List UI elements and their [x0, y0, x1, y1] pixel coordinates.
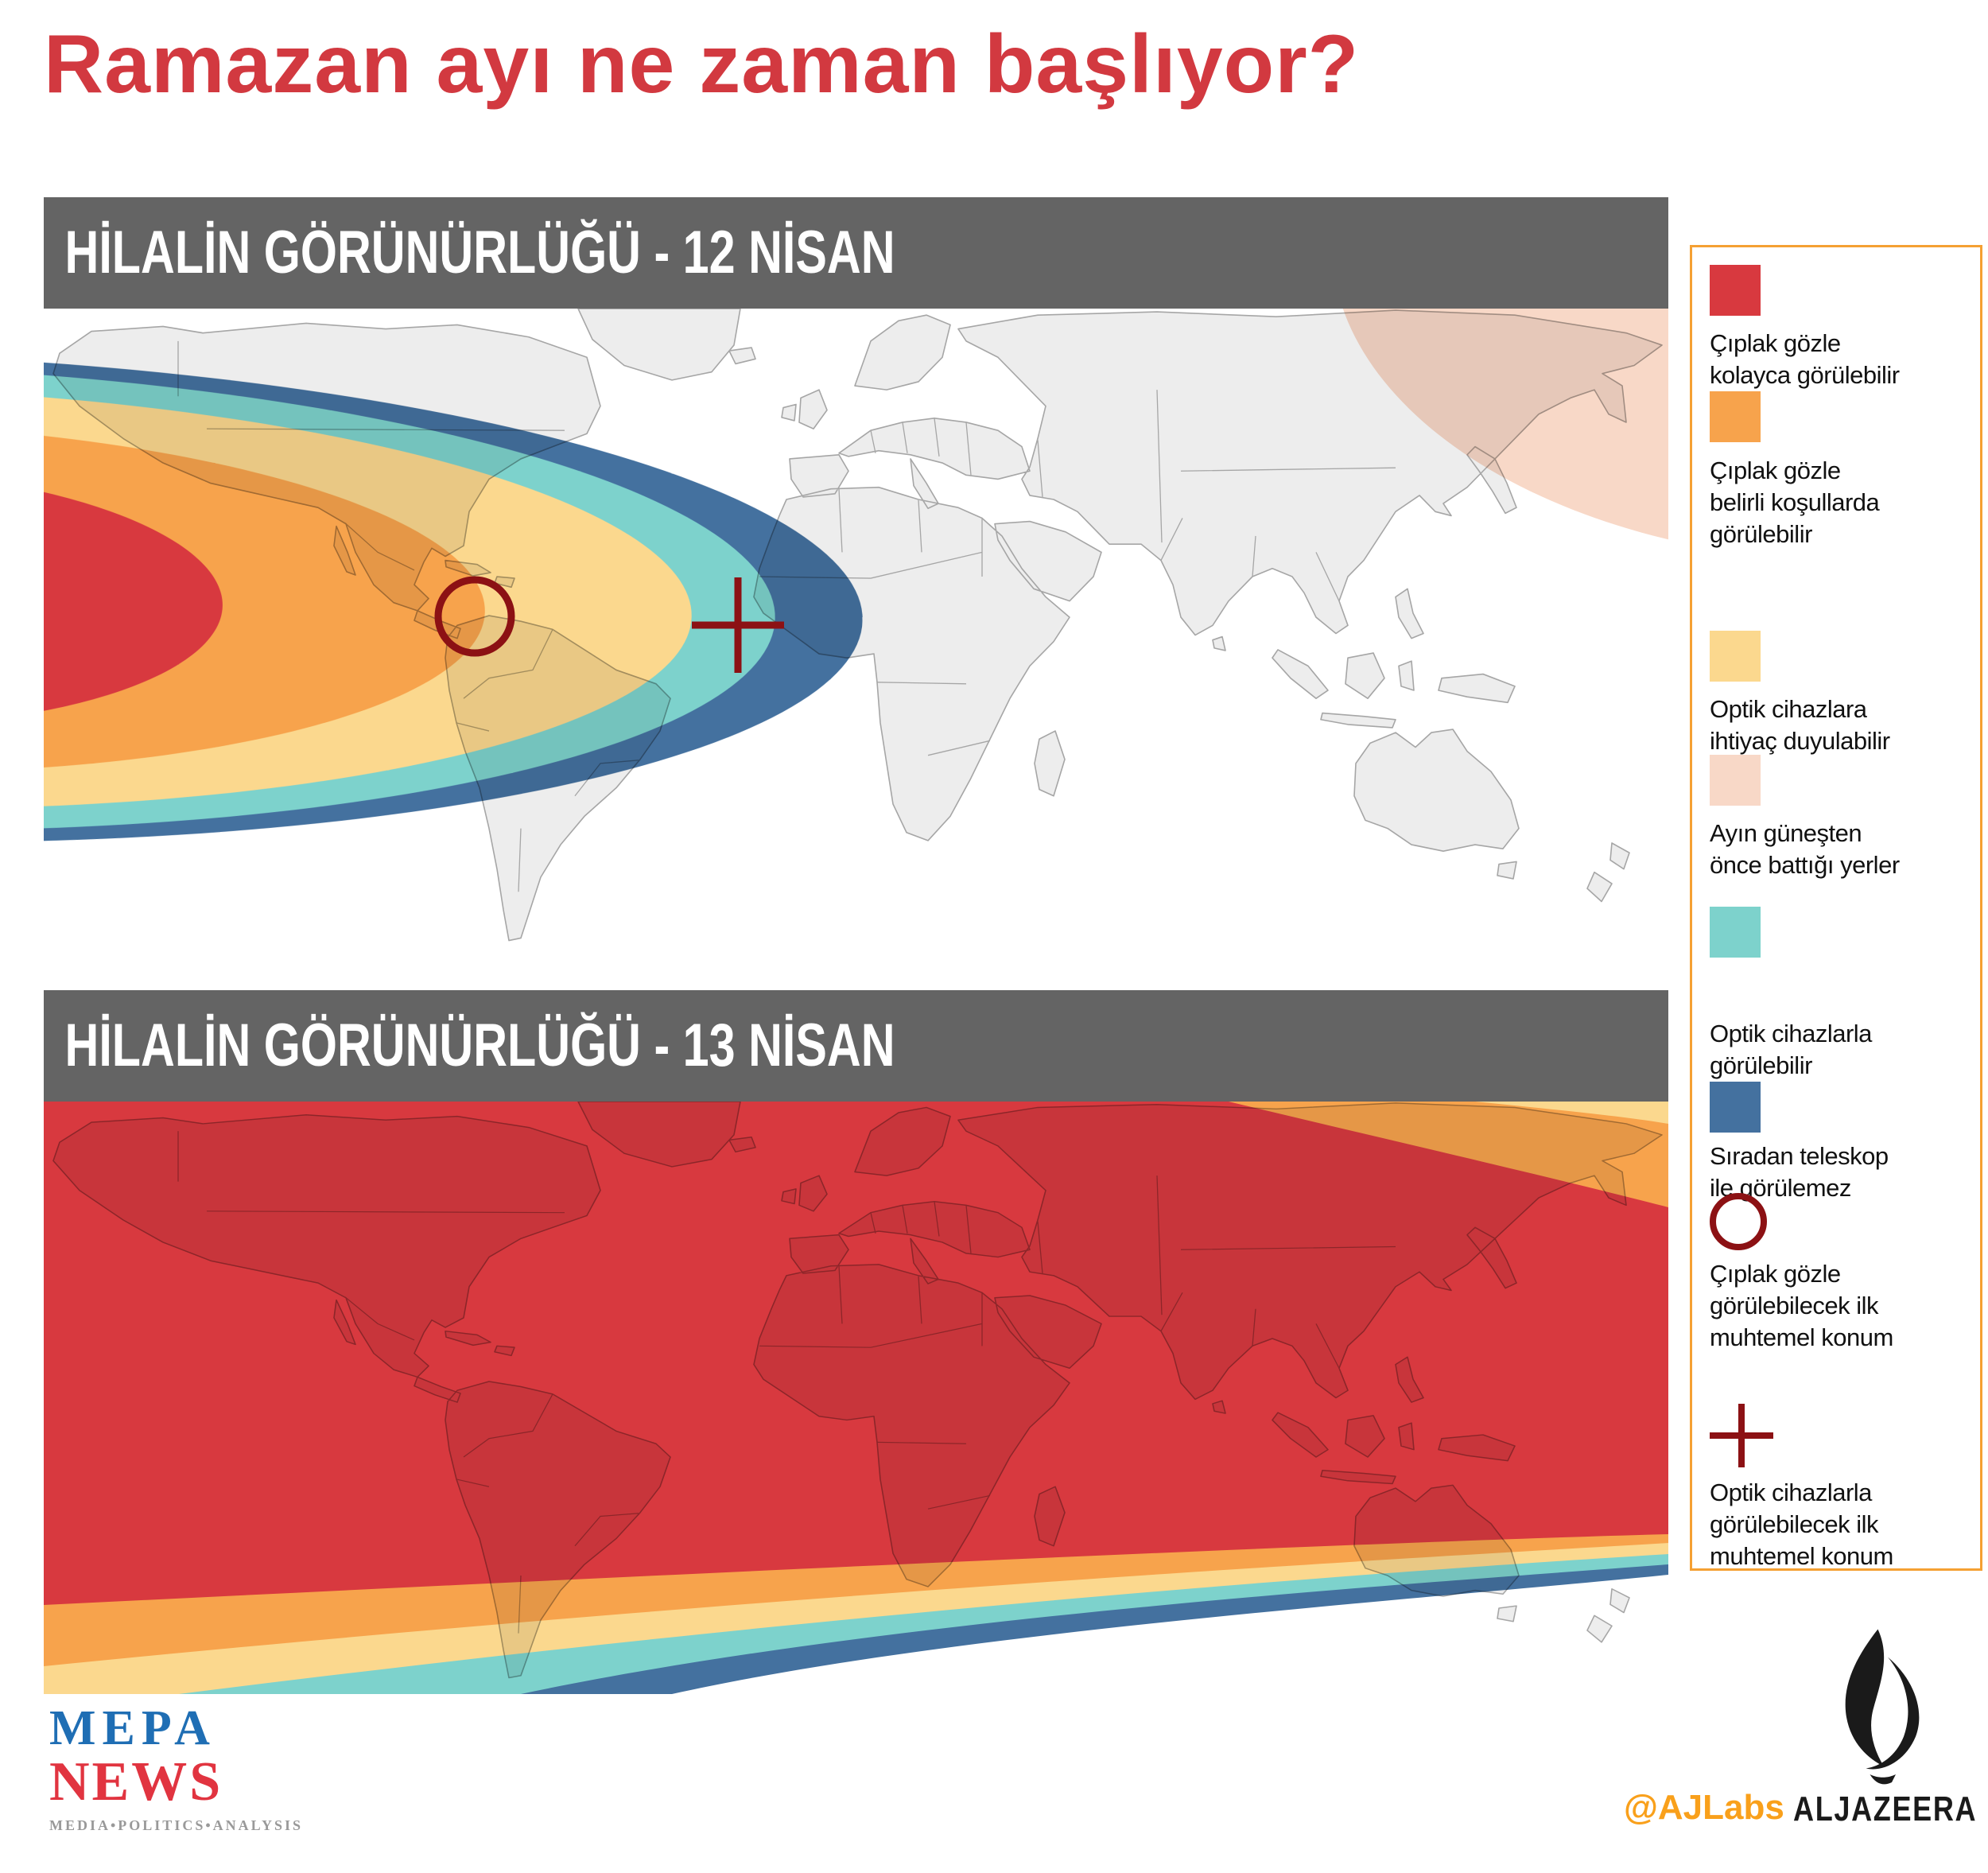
- visibility-bands-13-april: [44, 1102, 1668, 1694]
- legend-label-moonset-before-sunset: Ayın güneşten önce battığı yerler: [1710, 819, 1900, 879]
- panel-header-12-april: HİLALİN GÖRÜNÜRLÜĞÜ - 12 NİSAN: [44, 197, 1668, 309]
- ajlabs-handle: @AJLabs: [1624, 1788, 1784, 1827]
- naked-eye-first-location-marker: [434, 576, 515, 657]
- legend-swatch-naked-eye-conditional: [1710, 391, 1761, 442]
- mepa-logo-line1: MEPA: [49, 1701, 216, 1755]
- legend-swatch-optical-maybe-needed: [1710, 631, 1761, 682]
- legend: Çıplak gözle kolayca görülebilir Çıplak …: [1690, 245, 1982, 1571]
- legend-swatch-moonset-before-sunset: [1710, 755, 1761, 806]
- panel-header-13-april-label: HİLALİN GÖRÜNÜRLÜĞÜ - 13 NİSAN: [64, 1012, 895, 1079]
- legend-swatch-optical-visible: [1710, 907, 1761, 958]
- legend-label-naked-eye-conditional: Çıplak gözle belirli koşullarda görülebi…: [1710, 457, 1880, 548]
- panel-header-13-april: HİLALİN GÖRÜNÜRLÜĞÜ - 13 NİSAN: [44, 990, 1668, 1102]
- aljazeera-wordmark: ALJAZEERA: [1793, 1789, 1978, 1828]
- mepa-logo-line2: NEWS: [49, 1751, 223, 1813]
- panel-header-12-april-label: HİLALİN GÖRÜNÜRLÜĞÜ - 12 NİSAN: [64, 219, 895, 286]
- page-title: Ramazan ayı ne zaman başlıyor?: [44, 18, 1360, 111]
- legend-cross-marker-icon: [1710, 1404, 1773, 1467]
- visibility-bands-12-april: [44, 309, 1668, 843]
- optical-first-location-marker: [692, 577, 784, 673]
- legend-label-telescope-invisible: Sıradan teleskop ile görülemez: [1710, 1142, 1889, 1202]
- first-visible-location-markers: [434, 576, 784, 673]
- aljazeera-flame-icon: [1845, 1629, 1920, 1785]
- map-crescent-visibility-13-april: [44, 1102, 1668, 1694]
- legend-circle-marker-icon: [1710, 1193, 1767, 1250]
- mepa-logo-tagline: MEDIA•POLITICS•ANALYSIS: [49, 1817, 304, 1833]
- legend-swatch-naked-eye-easy: [1710, 265, 1761, 316]
- legend-label-cross-marker: Optik cihazlarla görülebilecek ilk muhte…: [1710, 1479, 1893, 1570]
- legend-label-naked-eye-easy: Çıplak gözle kolayca görülebilir: [1710, 329, 1900, 389]
- legend-label-optical-visible: Optik cihazlarla görülebilir: [1710, 1020, 1872, 1079]
- mepa-news-logo: MEPA NEWS MEDIA•POLITICS•ANALYSIS: [49, 1704, 303, 1832]
- legend-swatch-telescope-invisible: [1710, 1082, 1761, 1133]
- map-crescent-visibility-12-april: [44, 309, 1668, 958]
- legend-label-circle-marker: Çıplak gözle görülebilecek ilk muhtemel …: [1710, 1260, 1893, 1351]
- legend-label-optical-maybe-needed: Optik cihazlara ihtiyaç duyulabilir: [1710, 695, 1890, 755]
